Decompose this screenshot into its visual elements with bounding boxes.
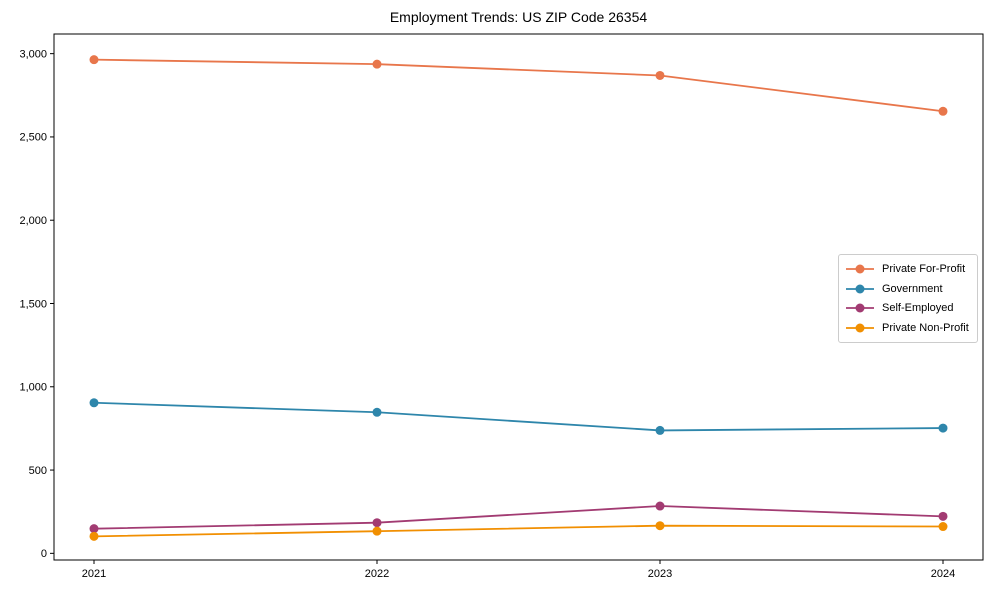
y-tick-label: 2,500 xyxy=(19,132,47,144)
legend-label: Government xyxy=(882,282,943,295)
plot-border xyxy=(53,33,984,561)
x-tick-label: 2021 xyxy=(82,568,106,580)
data-point-private-for-profit-2022 xyxy=(372,59,382,69)
legend-label: Private Non-Profit xyxy=(882,322,969,335)
data-point-private-non-profit-2023 xyxy=(655,521,665,531)
series-line-private-non-profit xyxy=(93,524,944,538)
data-point-private-non-profit-2021 xyxy=(89,531,99,541)
legend-item-private-for-profit: Private For-Profit xyxy=(845,259,971,279)
legend-line-marker-icon xyxy=(846,264,874,274)
data-point-government-2024 xyxy=(938,423,948,433)
y-tick-label: 3,000 xyxy=(19,48,47,60)
data-point-private-for-profit-2023 xyxy=(655,70,665,80)
data-point-private-for-profit-2021 xyxy=(89,55,99,65)
y-tick-label: 2,000 xyxy=(19,215,47,227)
y-tick-label: 1,000 xyxy=(19,382,47,394)
data-point-self-employed-2022 xyxy=(372,518,382,528)
legend-item-government: Government xyxy=(845,279,971,299)
series-line-self-employed xyxy=(93,505,944,530)
x-tick-label: 2024 xyxy=(931,568,955,580)
legend-item-private-non-profit: Private Non-Profit xyxy=(845,318,971,338)
y-tick-label: 500 xyxy=(29,465,47,477)
data-point-government-2021 xyxy=(89,398,99,408)
legend-line-marker-icon xyxy=(846,284,874,294)
legend-line-marker-icon xyxy=(846,323,874,333)
data-point-private-for-profit-2024 xyxy=(938,106,948,116)
series-line-government xyxy=(93,401,944,432)
legend: Private For-Profit Government Self-Employe… xyxy=(838,254,978,343)
chart-title: Employment Trends: US ZIP Code 26354 xyxy=(389,9,648,25)
data-point-government-2022 xyxy=(372,407,382,417)
y-tick-label: 1,500 xyxy=(19,298,47,310)
legend-label: Private For-Profit xyxy=(882,262,966,275)
data-point-self-employed-2021 xyxy=(89,524,99,534)
legend-label: Self-Employed xyxy=(882,302,954,315)
legend-line-marker-icon xyxy=(846,303,874,313)
legend-item-self-employed: Self-Employed xyxy=(845,299,971,319)
x-tick-label: 2023 xyxy=(648,568,672,580)
y-tick-label: 0 xyxy=(41,548,47,560)
x-tick-label: 2022 xyxy=(365,568,389,580)
data-point-government-2023 xyxy=(655,425,665,435)
series-line-private-for-profit xyxy=(93,58,944,113)
data-point-self-employed-2024 xyxy=(938,511,948,521)
data-point-self-employed-2023 xyxy=(655,501,665,511)
data-point-private-non-profit-2024 xyxy=(938,522,948,532)
data-point-private-non-profit-2022 xyxy=(372,526,382,536)
